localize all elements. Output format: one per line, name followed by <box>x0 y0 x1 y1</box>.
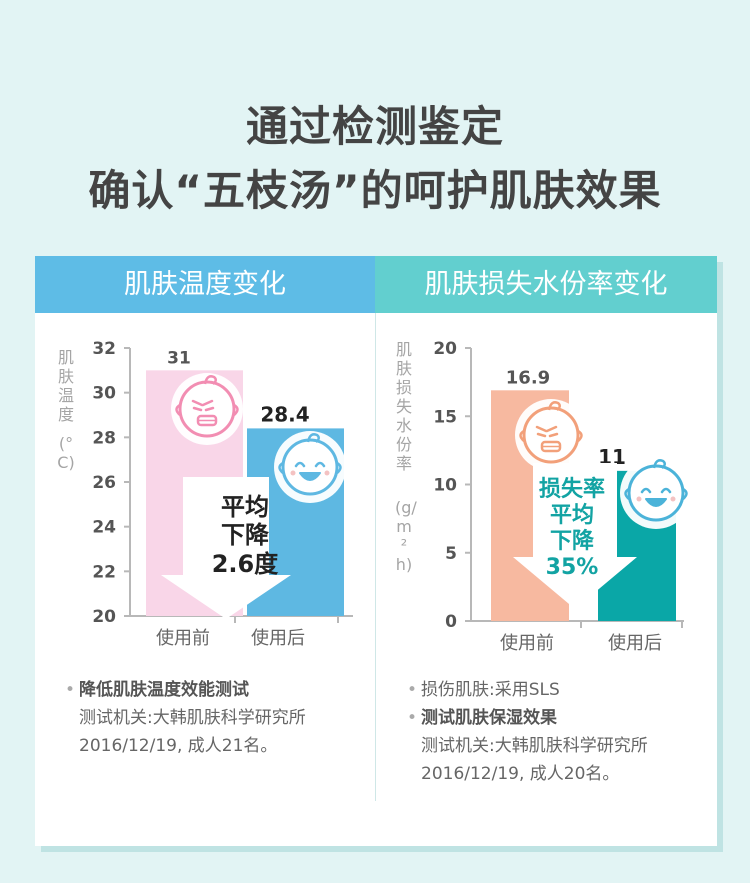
skin-temperature-header: 肌肤温度变化 <box>35 256 375 313</box>
cheek <box>324 470 330 476</box>
moisture-loss-arrow-text: 损失率 平均 下降 35% <box>522 477 622 581</box>
bar-value-label: 31 <box>167 348 191 368</box>
title-line-2: 确认“五枝汤”的呵护肌肤效果 <box>88 166 662 215</box>
skin-temperature-chart: 20 22 24 26 28 30 32 31 28.4 使用前 使用后 <box>92 339 353 649</box>
x-category-label: 使用后 <box>251 628 305 649</box>
moisture-loss-notes: • 损伤肌肤:采用SLS • 测试肌肤保湿效果 测试机关:大韩肌肤科学研究所 201… <box>407 676 712 788</box>
note-date-subjects: 2016/12/19, 成人20名。 <box>421 764 620 784</box>
bar-value-label: 16.9 <box>506 367 550 388</box>
note-bullet: • <box>407 680 418 700</box>
ear-left <box>175 403 181 416</box>
skin-temperature-y-axis-label: 肌肤温度 <box>57 348 74 424</box>
y-tick-label: 28 <box>92 428 116 448</box>
smiling-baby-face-icon <box>274 431 346 503</box>
brows <box>191 399 214 407</box>
cheek <box>290 470 296 476</box>
arrow-text-line: 平均 <box>549 502 594 528</box>
eyes <box>294 461 326 468</box>
y-tick-label: 26 <box>92 473 116 493</box>
eyes <box>192 406 215 412</box>
y-tick-label: 5 <box>445 544 457 564</box>
panel-divider <box>375 313 376 801</box>
note-date-subjects: 2016/12/19, 成人21名。 <box>79 736 278 756</box>
moisture-loss-y-axis-unit: (g/m²h) <box>395 498 417 574</box>
eyes <box>640 487 672 494</box>
skin-temperature-notes: • 降低肌肤温度效能测试 测试机关:大韩肌肤科学研究所 2016/12/19, 成… <box>65 676 370 760</box>
bar-value-label: 28.4 <box>260 402 309 426</box>
ear-left <box>519 429 525 442</box>
mouth <box>299 472 321 481</box>
ear-right <box>336 461 342 474</box>
y-tick-label: 15 <box>433 407 457 427</box>
eyes <box>536 432 559 438</box>
title-line-1: 通过检测鉴定 <box>245 102 504 151</box>
mouth <box>645 498 667 507</box>
results-card: 肌肤温度变化 肌肤损失水份率变化 20 22 24 26 28 30 32 31 28.4 使用前… <box>35 256 717 846</box>
y-tick-label: 24 <box>92 518 116 538</box>
cheek <box>636 496 642 502</box>
x-category-label: 使用后 <box>608 633 662 654</box>
moisture-loss-header: 肌肤损失水份率变化 <box>375 256 717 313</box>
arrow-text-line: 35% <box>545 554 599 580</box>
cheek <box>670 496 676 502</box>
ear-right <box>233 403 239 416</box>
note-test-name: 降低肌肤温度效能测试 <box>79 680 250 700</box>
note-institution: 测试机关:大韩肌肤科学研究所 <box>421 736 648 756</box>
arrow-text-line: 下降 <box>549 528 594 554</box>
arrow-text-line: 损失率 <box>538 477 605 502</box>
ear-left <box>278 461 284 474</box>
face-outline <box>281 438 339 496</box>
skin-temperature-y-axis-unit: (°C) <box>57 434 75 472</box>
face-outline <box>627 464 685 522</box>
moisture-loss-y-axis-label: 肌肤损失水份率 <box>395 340 412 473</box>
brows <box>535 425 558 433</box>
y-tick-label: 0 <box>445 612 457 632</box>
note-test-name: 测试肌肤保湿效果 <box>421 708 558 728</box>
y-tick-label: 22 <box>92 562 116 582</box>
y-tick-label: 30 <box>92 384 116 404</box>
y-tick-label: 20 <box>92 607 116 627</box>
x-category-label: 使用前 <box>156 628 210 649</box>
hair-curl <box>547 401 561 411</box>
x-category-label: 使用前 <box>500 633 554 654</box>
arrow-text-line: 下降 <box>221 521 269 550</box>
hair-curl <box>306 433 320 443</box>
ear-right <box>577 429 583 442</box>
note-bullet: • <box>65 680 76 700</box>
smiling-baby-face-icon <box>620 457 692 529</box>
y-tick-label: 32 <box>92 339 116 359</box>
skin-temperature-arrow-text: 平均 下降 2.6度 <box>195 493 295 578</box>
ear-right <box>682 487 688 500</box>
crying-baby-face-icon <box>171 373 243 445</box>
note-institution: 测试机关:大韩肌肤科学研究所 <box>79 708 306 728</box>
arrow-text-line: 2.6度 <box>211 549 279 578</box>
y-tick-label: 20 <box>433 339 457 359</box>
ear-left <box>624 487 630 500</box>
hair-curl <box>203 375 217 385</box>
arrow-text-line: 平均 <box>221 493 269 521</box>
note-damage-method: 损伤肌肤:采用SLS <box>421 680 560 700</box>
note-bullet: • <box>407 708 418 728</box>
down-arrow-icon <box>161 477 291 619</box>
down-arrow-icon <box>513 463 637 609</box>
y-tick-label: 10 <box>433 476 457 496</box>
crying-baby-face-icon <box>515 399 587 471</box>
hair-curl <box>652 459 666 469</box>
